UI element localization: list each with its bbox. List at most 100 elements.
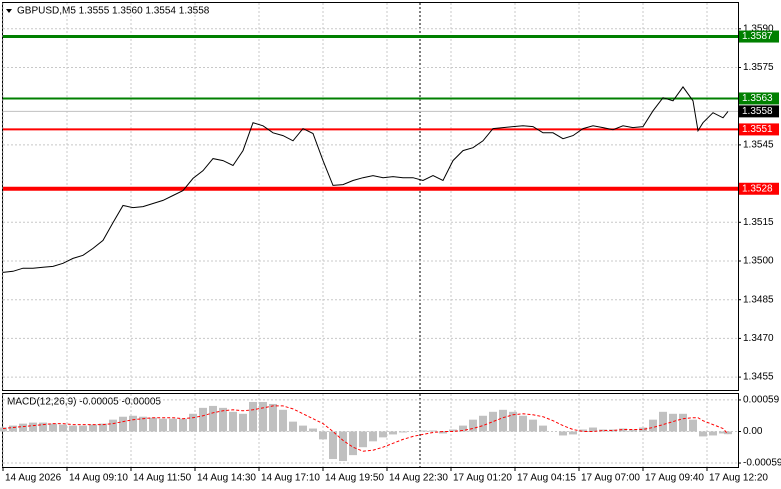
macd-bar (619, 428, 627, 432)
macd-bar (149, 417, 157, 432)
macd-bar (429, 430, 437, 432)
macd-bar (679, 413, 687, 432)
macd-bar (639, 427, 647, 432)
level-label: 1.3563 (742, 93, 773, 104)
macd-bar (0, 427, 7, 432)
macd-bar (569, 431, 577, 435)
plot-layer: 14 Aug 2026 14 Aug 09:10 14 Aug 11:50 14 Au… (0, 3, 781, 484)
x-tick-label: 14 Aug 17:10 (261, 473, 320, 484)
macd-bar (439, 431, 447, 434)
y-tick-label: 1.3515 (743, 217, 774, 228)
macd-bar (669, 413, 677, 432)
macd-bar (69, 425, 77, 432)
macd-bar (59, 424, 67, 432)
macd-bar (239, 413, 247, 432)
macd-bar (579, 429, 587, 432)
macd-bar (659, 411, 667, 432)
macd-bar (389, 431, 397, 435)
macd-bar (19, 423, 27, 432)
macd-bar (309, 428, 317, 432)
macd-bar (129, 415, 137, 432)
macd-bar (539, 425, 547, 432)
macd-bar (709, 431, 717, 436)
macd-bar (559, 431, 567, 436)
macd-bar (49, 423, 57, 432)
macd-bar (649, 419, 657, 432)
main-frame (2, 2, 739, 391)
macd-bar (179, 418, 187, 432)
macd-bar (689, 419, 697, 432)
level-label-box (739, 182, 779, 195)
y-tick-label: 1.3575 (743, 62, 774, 73)
level-label: 1.3587 (742, 31, 773, 42)
level-label-box (739, 92, 779, 105)
macd-bar (9, 425, 17, 432)
macd-bar (339, 431, 347, 462)
macd-bar (599, 429, 607, 432)
last-price-label: 1.3558 (742, 106, 773, 117)
macd-bar (89, 424, 97, 432)
level-label: 1.3528 (742, 183, 773, 194)
macd-bar (459, 425, 467, 432)
macd-bar (249, 401, 257, 432)
y-tick-label: 1.3455 (743, 372, 774, 383)
macd-bar (724, 431, 732, 435)
macd-bar (229, 411, 237, 432)
macd-bar (189, 413, 197, 432)
macd-bar (259, 401, 267, 432)
macd-bar (139, 416, 147, 432)
signal-line (2, 405, 729, 452)
macd-bar (629, 429, 637, 432)
y-tick-label: 0.00 (743, 426, 763, 437)
x-tick-label: 14 Aug 14:30 (197, 473, 256, 484)
macd-bar (109, 419, 117, 432)
x-tick-label: 14 Aug 11:50 (133, 473, 192, 484)
macd-bar (299, 425, 307, 432)
chart-title: GBPUSD,M5 1.3555 1.3560 1.3554 1.3558 (17, 6, 210, 17)
macd-bar (469, 419, 477, 432)
macd-bar (269, 403, 277, 432)
macd-bar (29, 422, 37, 432)
macd-bar (379, 431, 387, 438)
y-tick-label: 1.3590 (743, 23, 774, 34)
macd-bar (609, 429, 617, 432)
macd-bar (529, 419, 537, 432)
x-tick-label: 14 Aug 09:10 (69, 473, 128, 484)
menu-icon (6, 9, 12, 13)
macd-bar (119, 416, 127, 432)
y-tick-label: 0.00059 (743, 395, 780, 406)
x-tick-label: 14 Aug 2026 (5, 473, 62, 484)
macd-bar (329, 431, 337, 460)
x-tick-label: 17 Aug 04:15 (517, 473, 576, 484)
price-line (2, 86, 729, 273)
macd-bar (289, 421, 297, 432)
macd-bar (449, 429, 457, 432)
macd-bar (79, 425, 87, 432)
y-tick-label: 1.3485 (743, 294, 774, 305)
macd-bar (319, 431, 327, 440)
macd-bar (199, 407, 207, 432)
macd-bar (219, 407, 227, 432)
x-tick-label: 17 Aug 12:20 (709, 473, 768, 484)
last-price-box (739, 105, 779, 118)
macd-bar (699, 431, 707, 437)
y-tick-label: 1.3470 (743, 333, 774, 344)
level-label-box (739, 123, 779, 136)
macd-bar (489, 411, 497, 432)
macd-bar (209, 405, 217, 432)
x-tick-label: 14 Aug 19:50 (325, 473, 384, 484)
x-tick-label: 17 Aug 07:00 (581, 473, 640, 484)
macd-bar (349, 431, 357, 456)
macd-bar (589, 427, 597, 432)
level-label: 1.3551 (742, 124, 773, 135)
macd-title: MACD(12,26,9) -0.00005 -0.00005 (7, 397, 161, 408)
macd-bar (479, 415, 487, 432)
macd-bar (279, 409, 287, 432)
macd-bar (719, 431, 727, 434)
macd-bar (419, 430, 427, 432)
x-tick-label: 17 Aug 09:40 (645, 473, 704, 484)
y-tick-label: -0.00059 (743, 458, 781, 469)
y-tick-label: 1.3500 (743, 256, 774, 267)
